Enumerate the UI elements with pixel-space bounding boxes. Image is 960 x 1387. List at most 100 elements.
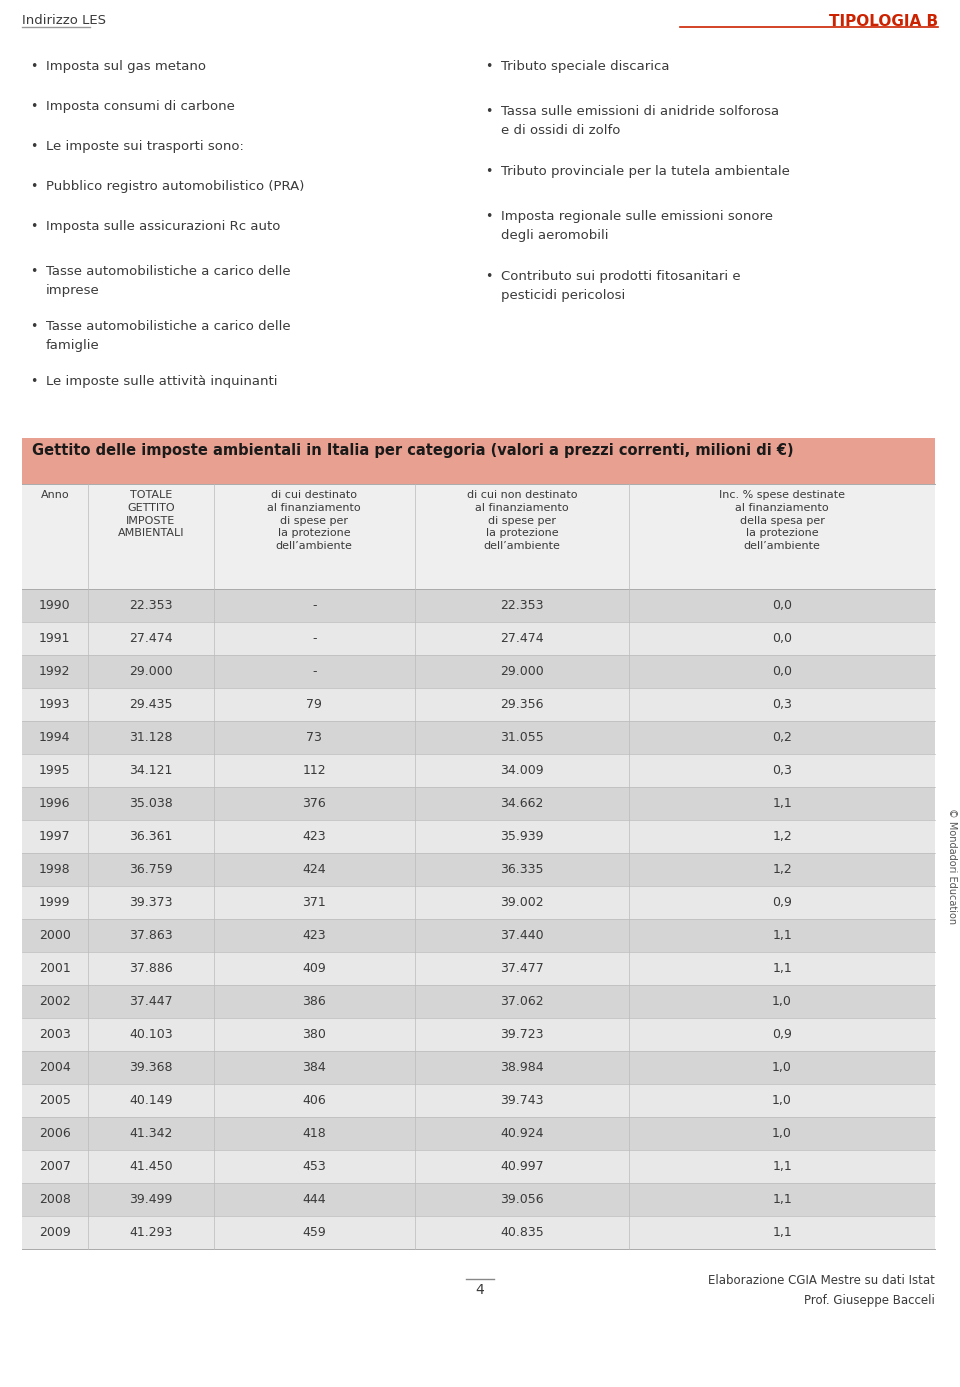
Text: 418: 418: [302, 1128, 326, 1140]
Text: 73: 73: [306, 731, 323, 743]
Text: 0,0: 0,0: [772, 664, 792, 678]
Text: 1995: 1995: [39, 764, 71, 777]
Text: 1,0: 1,0: [772, 1128, 792, 1140]
Text: 2007: 2007: [39, 1160, 71, 1173]
Bar: [22, 721, 935, 755]
Text: •: •: [485, 105, 492, 118]
Text: 386: 386: [302, 994, 326, 1008]
Text: •: •: [485, 270, 492, 283]
Text: 39.373: 39.373: [129, 896, 173, 908]
Text: Imposta sulle assicurazioni Rc auto: Imposta sulle assicurazioni Rc auto: [46, 221, 280, 233]
Text: 459: 459: [302, 1226, 326, 1239]
Text: 27.474: 27.474: [500, 632, 543, 645]
Text: 1,1: 1,1: [772, 929, 792, 942]
Text: 35.038: 35.038: [129, 798, 173, 810]
Text: 0,2: 0,2: [772, 731, 792, 743]
Bar: [22, 786, 935, 820]
Text: 1999: 1999: [39, 896, 71, 908]
Text: 1,1: 1,1: [772, 1226, 792, 1239]
Text: TIPOLOGIA B: TIPOLOGIA B: [828, 14, 938, 29]
Text: Tributo speciale discarica: Tributo speciale discarica: [501, 60, 669, 74]
Bar: [22, 589, 935, 621]
Text: 371: 371: [302, 896, 326, 908]
Text: 29.435: 29.435: [129, 698, 173, 712]
Text: di cui non destinato
al finanziamento
di spese per
la protezione
dell’ambiente: di cui non destinato al finanziamento di…: [467, 490, 577, 551]
Text: 39.056: 39.056: [500, 1193, 543, 1207]
Text: 39.723: 39.723: [500, 1028, 543, 1042]
Text: 2006: 2006: [39, 1128, 71, 1140]
Bar: [22, 621, 935, 655]
Text: 79: 79: [306, 698, 323, 712]
Text: 1,0: 1,0: [772, 1094, 792, 1107]
Text: •: •: [30, 140, 37, 153]
Text: 112: 112: [302, 764, 326, 777]
Text: 40.835: 40.835: [500, 1226, 543, 1239]
Bar: [22, 1183, 935, 1216]
Text: 35.939: 35.939: [500, 829, 543, 843]
Text: Indirizzo LES: Indirizzo LES: [22, 14, 106, 26]
Text: 36.759: 36.759: [129, 863, 173, 877]
Text: 39.499: 39.499: [129, 1193, 173, 1207]
Text: 41.342: 41.342: [129, 1128, 173, 1140]
Bar: [22, 438, 935, 484]
Bar: [22, 853, 935, 886]
Text: 1993: 1993: [39, 698, 71, 712]
Text: 406: 406: [302, 1094, 326, 1107]
Bar: [22, 985, 935, 1018]
Bar: [22, 484, 935, 589]
Bar: [22, 1051, 935, 1085]
Text: 1,1: 1,1: [772, 963, 792, 975]
Text: 39.368: 39.368: [129, 1061, 173, 1074]
Text: 37.863: 37.863: [129, 929, 173, 942]
Bar: [22, 820, 935, 853]
Text: Pubblico registro automobilistico (PRA): Pubblico registro automobilistico (PRA): [46, 180, 304, 193]
Text: 1,1: 1,1: [772, 798, 792, 810]
Text: 423: 423: [302, 929, 326, 942]
Text: 37.062: 37.062: [500, 994, 543, 1008]
Text: 1,2: 1,2: [772, 829, 792, 843]
Text: 0,9: 0,9: [772, 1028, 792, 1042]
Text: 38.984: 38.984: [500, 1061, 543, 1074]
Text: 1994: 1994: [39, 731, 71, 743]
Text: pesticidi pericolosi: pesticidi pericolosi: [501, 288, 625, 302]
Text: 0,9: 0,9: [772, 896, 792, 908]
Text: 2009: 2009: [39, 1226, 71, 1239]
Text: Imposta sul gas metano: Imposta sul gas metano: [46, 60, 206, 74]
Text: •: •: [30, 374, 37, 388]
Text: 37.447: 37.447: [129, 994, 173, 1008]
Text: 0,0: 0,0: [772, 599, 792, 612]
Text: -: -: [312, 664, 317, 678]
Text: 40.997: 40.997: [500, 1160, 543, 1173]
Text: 29.356: 29.356: [500, 698, 543, 712]
Text: 37.886: 37.886: [129, 963, 173, 975]
Text: 2001: 2001: [39, 963, 71, 975]
Bar: [22, 1018, 935, 1051]
Text: 376: 376: [302, 798, 326, 810]
Text: Elaborazione CGIA Mestre su dati Istat: Elaborazione CGIA Mestre su dati Istat: [708, 1275, 935, 1287]
Text: 1990: 1990: [39, 599, 71, 612]
Text: 36.361: 36.361: [129, 829, 173, 843]
Bar: [22, 1117, 935, 1150]
Text: -: -: [312, 632, 317, 645]
Text: 1,0: 1,0: [772, 994, 792, 1008]
Text: 31.055: 31.055: [500, 731, 543, 743]
Text: famiglie: famiglie: [46, 338, 100, 352]
Text: 0,3: 0,3: [772, 764, 792, 777]
Bar: [22, 1216, 935, 1250]
Text: 384: 384: [302, 1061, 326, 1074]
Text: 39.002: 39.002: [500, 896, 543, 908]
Bar: [22, 951, 935, 985]
Bar: [22, 755, 935, 786]
Text: 1991: 1991: [39, 632, 71, 645]
Text: 2003: 2003: [39, 1028, 71, 1042]
Text: 0,3: 0,3: [772, 698, 792, 712]
Text: Tasse automobilistiche a carico delle: Tasse automobilistiche a carico delle: [46, 320, 291, 333]
Text: •: •: [30, 320, 37, 333]
Text: Imposta regionale sulle emissioni sonore: Imposta regionale sulle emissioni sonore: [501, 209, 773, 223]
Text: •: •: [30, 60, 37, 74]
Text: 1997: 1997: [39, 829, 71, 843]
Text: •: •: [30, 180, 37, 193]
Text: 424: 424: [302, 863, 326, 877]
Bar: [22, 688, 935, 721]
Text: 39.743: 39.743: [500, 1094, 543, 1107]
